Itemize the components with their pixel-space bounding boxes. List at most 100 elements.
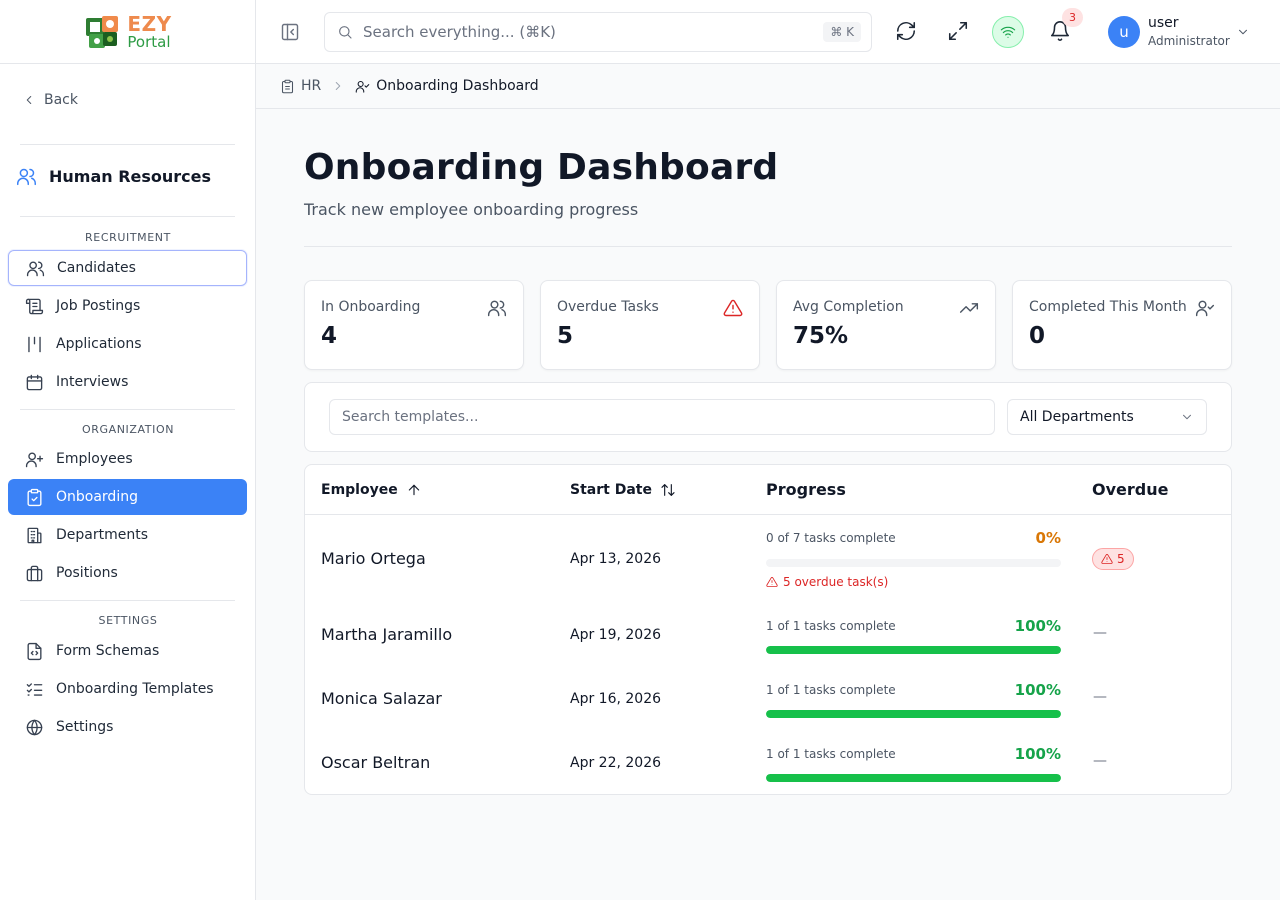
- stat-value: 5: [557, 323, 574, 349]
- employee-name[interactable]: Oscar Beltran: [321, 753, 431, 772]
- column-header-label: Progress: [766, 480, 846, 499]
- department-select-value: All Departments: [1020, 409, 1134, 425]
- building-icon: [27, 527, 42, 543]
- progress-bar-fill: [766, 774, 1061, 782]
- sidebar: EZY Portal Back Human Resources RECRUITM…: [0, 0, 256, 900]
- sidebar-item-label: Departments: [56, 527, 149, 543]
- chevron-left-icon: [26, 96, 32, 104]
- sidebar-item-departments[interactable]: Departments: [8, 517, 247, 553]
- sidebar-item-settings[interactable]: Settings: [8, 709, 247, 745]
- section-label-organization: ORGANIZATION: [81, 423, 175, 436]
- notifications-button[interactable]: [1049, 20, 1071, 42]
- divider: [20, 409, 235, 410]
- overdue-empty: —: [1093, 625, 1107, 641]
- stat-label: Overdue Tasks: [557, 299, 659, 315]
- file-code-icon: [27, 642, 42, 660]
- table-row[interactable]: Oscar Beltran Apr 22, 2026 1 of 1 tasks …: [305, 739, 1231, 795]
- avatar[interactable]: u: [1108, 16, 1140, 48]
- users-icon: [487, 300, 507, 317]
- sidebar-item-label: Applications: [56, 336, 142, 352]
- start-date: Apr 19, 2026: [570, 627, 662, 643]
- section-label-recruitment: RECRUITMENT: [85, 231, 171, 244]
- table-row[interactable]: Monica Salazar Apr 16, 2026 1 of 1 tasks…: [305, 675, 1231, 739]
- user-menu-button[interactable]: [1236, 25, 1250, 39]
- employee-name[interactable]: Mario Ortega: [321, 549, 426, 568]
- wifi-icon: [1000, 26, 1016, 38]
- topbar: ⌘ K 3 u user Administrator: [256, 0, 1280, 64]
- department-select[interactable]: All Departments: [1007, 399, 1207, 435]
- trending-up-icon: [959, 303, 979, 313]
- user-check-icon: [1195, 300, 1215, 317]
- column-header-label: Start Date: [570, 482, 652, 498]
- column-header-overdue: Overdue: [1092, 480, 1168, 499]
- notification-count-badge: 3: [1062, 8, 1083, 27]
- user-role: Administrator: [1148, 34, 1230, 48]
- progress-percent: 100%: [1014, 617, 1061, 635]
- fullscreen-button[interactable]: [947, 20, 969, 42]
- user-plus-icon: [25, 451, 44, 467]
- breadcrumb-hr[interactable]: HR: [280, 78, 321, 94]
- sidebar-item-job-postings[interactable]: Job Postings: [8, 288, 247, 324]
- arrow-up-icon: [408, 484, 419, 496]
- sidebar-item-employees[interactable]: Employees: [8, 441, 247, 477]
- logo-text-bottom: Portal: [127, 32, 171, 51]
- progress-percent: 0%: [1035, 529, 1061, 547]
- template-search-input[interactable]: [329, 399, 995, 435]
- stat-label: In Onboarding: [321, 299, 421, 315]
- sidebar-item-label: Form Schemas: [56, 643, 160, 659]
- sidebar-toggle-button[interactable]: [280, 22, 300, 42]
- stat-icon-wrap: [1195, 298, 1215, 318]
- sidebar-item-positions[interactable]: Positions: [8, 555, 247, 591]
- search-icon: [339, 26, 352, 39]
- back-link[interactable]: Back: [22, 92, 78, 108]
- table-row[interactable]: Mario Ortega Apr 13, 2026 0 of 7 tasks c…: [305, 515, 1231, 611]
- logo-icon: [86, 15, 119, 48]
- progress-text: 1 of 1 tasks complete: [766, 683, 896, 697]
- connection-status-button[interactable]: [992, 16, 1024, 48]
- column-header-label: Overdue: [1092, 480, 1169, 499]
- overdue-empty: —: [1093, 689, 1107, 705]
- employee-name[interactable]: Monica Salazar: [321, 689, 442, 708]
- table-row[interactable]: Martha Jaramillo Apr 19, 2026 1 of 1 tas…: [305, 611, 1231, 675]
- column-header-employee[interactable]: Employee: [321, 482, 422, 498]
- panel-left-close-icon: [281, 23, 299, 41]
- user-check-icon: [355, 80, 370, 93]
- clipboard-icon: [281, 79, 294, 93]
- user-name[interactable]: user: [1148, 15, 1179, 31]
- overdue-badge-count: 5: [1117, 552, 1125, 566]
- employee-name[interactable]: Martha Jaramillo: [321, 625, 453, 644]
- progress-bar-fill: [766, 646, 1061, 654]
- sort-icon: [661, 484, 675, 496]
- global-search[interactable]: ⌘ K: [324, 12, 872, 52]
- logo[interactable]: EZY Portal: [0, 0, 255, 64]
- breadcrumb-separator: [331, 79, 345, 93]
- search-shortcut: ⌘ K: [823, 22, 861, 42]
- sidebar-item-applications[interactable]: Applications: [8, 326, 247, 362]
- stat-card-avg-completion: Avg Completion 75%: [776, 280, 996, 370]
- sidebar-item-candidates[interactable]: Candidates: [8, 250, 247, 286]
- sidebar-item-form-schemas[interactable]: Form Schemas: [8, 633, 247, 669]
- clipboard-check-icon: [27, 488, 42, 506]
- sidebar-item-onboarding-templates[interactable]: Onboarding Templates: [8, 671, 247, 707]
- stat-value: 75%: [793, 323, 849, 349]
- progress-percent: 100%: [1014, 681, 1061, 699]
- stat-card-in-onboarding: In Onboarding 4: [304, 280, 524, 370]
- sidebar-item-label: Candidates: [57, 260, 136, 276]
- sidebar-item-interviews[interactable]: Interviews: [8, 364, 247, 400]
- sidebar-item-label: Onboarding: [56, 489, 138, 505]
- divider: [20, 600, 235, 601]
- sidebar-item-onboarding[interactable]: Onboarding: [8, 479, 247, 515]
- progress-bar-fill: [766, 710, 1061, 718]
- alert-triangle-icon: [1101, 554, 1113, 564]
- column-header-start-date[interactable]: Start Date: [570, 482, 676, 498]
- module-title-label: Human Resources: [49, 167, 212, 186]
- overdue-badge: 5: [1092, 548, 1134, 570]
- overdue-note-text: 5 overdue task(s): [783, 575, 889, 589]
- stat-card-completed-this-month: Completed This Month 0: [1012, 280, 1232, 370]
- calendar-icon: [26, 374, 43, 390]
- sidebar-item-label: Settings: [56, 719, 114, 735]
- refresh-button[interactable]: [895, 20, 917, 42]
- global-search-input[interactable]: [363, 23, 803, 41]
- bell-icon: [1050, 21, 1070, 41]
- progress-percent: 100%: [1014, 745, 1061, 763]
